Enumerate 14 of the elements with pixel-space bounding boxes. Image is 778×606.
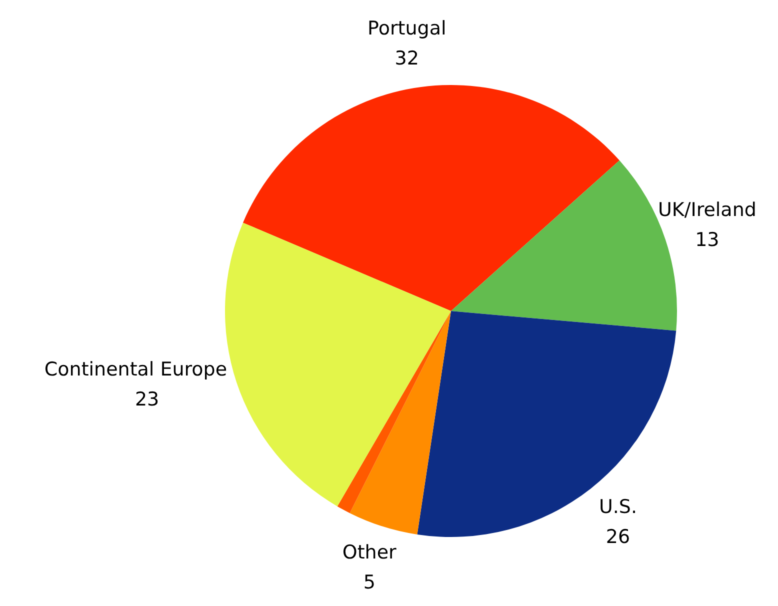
pie-slice bbox=[350, 311, 451, 534]
data-label: 32 bbox=[394, 48, 419, 70]
pie-slice bbox=[225, 222, 451, 506]
data-label: 26 bbox=[606, 526, 630, 548]
slice-label: Other bbox=[342, 541, 397, 564]
slice-label: Continental Europe bbox=[44, 358, 228, 380]
slice-label: UK/Ireland bbox=[658, 198, 756, 221]
slice-label: Portugal bbox=[368, 18, 446, 40]
data-label: 13 bbox=[695, 228, 720, 251]
pie-slice bbox=[337, 311, 451, 514]
slice-label: U.S. bbox=[598, 496, 637, 518]
data-label: 23 bbox=[134, 388, 160, 410]
data-label: 5 bbox=[363, 571, 376, 594]
pie-slice bbox=[242, 85, 620, 311]
